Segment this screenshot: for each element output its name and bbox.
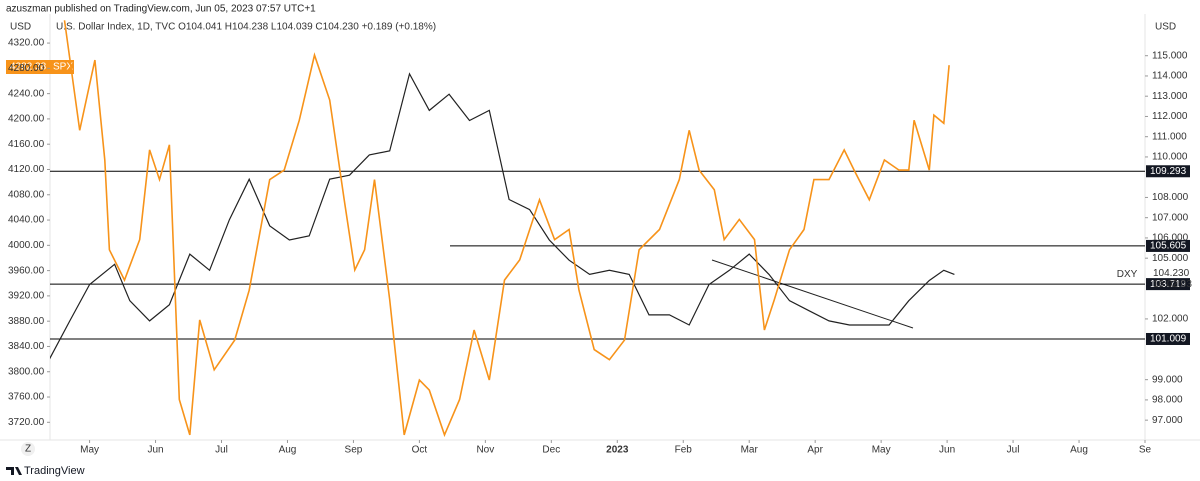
y2-tick-label: 97.000 <box>1152 415 1183 426</box>
publisher: azuszman published on TradingView.com, J… <box>6 4 316 15</box>
y-tick-label: 4000.00 <box>8 240 45 251</box>
y-tick-label: 4320.00 <box>8 38 45 49</box>
y2-tick-label: 106.000 <box>1152 233 1189 244</box>
y2-tick-label: 108.000 <box>1152 192 1189 203</box>
y2-tick-label: 115.000 <box>1152 50 1188 61</box>
x-tick-label: Aug <box>279 445 297 456</box>
y-tick-label: 4280.00 <box>8 63 45 74</box>
logo <box>6 467 22 475</box>
right-axis-unit: USD <box>1155 22 1176 33</box>
y2-tick-label: 107.000 <box>1152 212 1189 223</box>
last-price-symbol: DXY <box>1117 269 1138 280</box>
plot-area <box>50 20 1145 438</box>
spx-price: 4282.38 <box>10 62 47 73</box>
x-tick-label: Oct <box>412 445 428 456</box>
y-tick-label: 4200.00 <box>8 114 45 125</box>
y2-tick-label: 111.000 <box>1152 131 1187 142</box>
level-label: 103.719 <box>1150 279 1187 290</box>
level-label-box <box>1146 239 1190 252</box>
y2-tick-label: 105.000 <box>1152 253 1189 264</box>
level-label-box <box>1146 165 1190 178</box>
y-tick-label: 3800.00 <box>8 366 45 377</box>
x-tick-label: Apr <box>807 445 823 456</box>
x-tick-label: Jul <box>215 445 228 456</box>
y2-tick-label: 113.000 <box>1152 91 1188 102</box>
y2-tick-label: 112.000 <box>1152 111 1188 122</box>
y-tick-label: 3880.00 <box>8 316 45 327</box>
series-line <box>50 72 955 360</box>
x-tick-label: Nov <box>476 445 494 456</box>
zoom-label[interactable]: Z <box>25 444 31 455</box>
x-tick-label: Jul <box>1007 445 1020 456</box>
x-tick-label: Mar <box>741 445 759 456</box>
y2-tick-label: 98.000 <box>1152 395 1183 406</box>
level-label: 105.605 <box>1150 241 1187 252</box>
y2-tick-label: 110.000 <box>1152 152 1188 163</box>
x-tick-label: Jun <box>147 445 163 456</box>
y2-tick-label: 102.000 <box>1152 314 1189 325</box>
y-tick-label: 3920.00 <box>8 291 45 302</box>
y-tick-label: 3840.00 <box>8 341 45 352</box>
zoom-button[interactable] <box>21 442 35 456</box>
y-tick-label: 4120.00 <box>8 164 45 175</box>
spx-symbol: SPX <box>53 62 73 73</box>
x-tick-label: Sep <box>345 445 363 456</box>
y-tick-label: 4240.00 <box>8 88 45 99</box>
symbol-info: U.S. Dollar Index, 1D, TVC O104.041 H104… <box>56 22 436 33</box>
y-tick-label: 3760.00 <box>8 392 45 403</box>
y-tick-label: 4040.00 <box>8 215 45 226</box>
y2-tick-label: 114.000 <box>1152 71 1188 82</box>
level-label: 109.293 <box>1150 166 1187 177</box>
level-label-box <box>1146 332 1190 345</box>
left-axis-unit: USD <box>10 22 31 33</box>
x-tick-label: Aug <box>1070 445 1088 456</box>
x-tick-label: Feb <box>675 445 693 456</box>
x-tick-label: May <box>872 445 891 456</box>
y-tick-label: 4160.00 <box>8 139 45 150</box>
series-line <box>63 20 950 438</box>
level-label-box <box>1146 278 1190 291</box>
x-tick-label: May <box>80 445 99 456</box>
x-tick-label: Se <box>1139 445 1152 456</box>
y-tick-label: 3720.00 <box>8 417 45 428</box>
level-label: 101.009 <box>1150 334 1187 345</box>
y2-tick-label: 99.000 <box>1152 374 1183 385</box>
brand: TradingView <box>24 465 85 477</box>
y-tick-label: 3960.00 <box>8 265 45 276</box>
x-tick-label: Dec <box>542 445 560 456</box>
spx-price-box <box>6 60 74 74</box>
y-tick-label: 4080.00 <box>8 189 45 200</box>
countdown: 16:02:03 <box>1153 279 1192 290</box>
x-tick-label: 2023 <box>606 445 629 456</box>
last-price: 104.230 <box>1153 268 1190 279</box>
x-tick-label: Jun <box>939 445 955 456</box>
trend-line <box>711 259 914 329</box>
